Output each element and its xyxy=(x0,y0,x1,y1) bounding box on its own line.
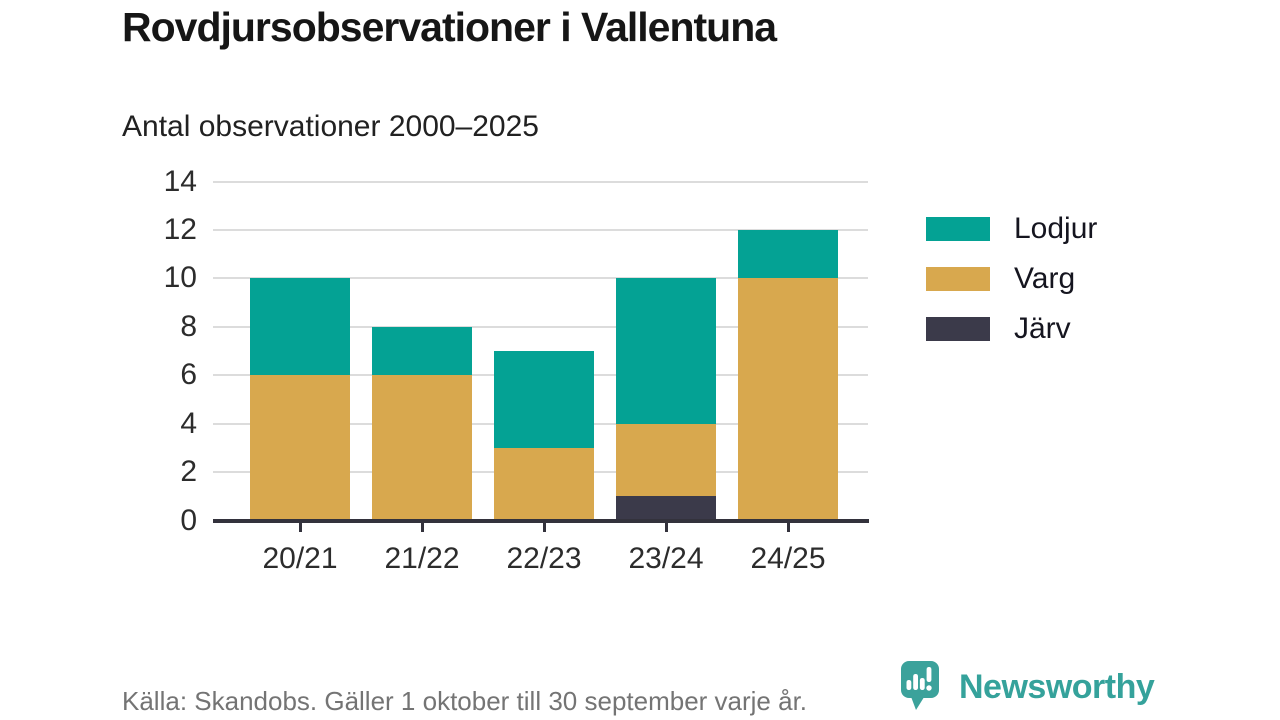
gridline xyxy=(213,277,868,280)
bar-segment-lodjur-23/24 xyxy=(616,278,716,424)
newsworthy-brand: Newsworthy xyxy=(901,661,1155,713)
y-axis-tick-label: 6 xyxy=(180,358,197,392)
y-axis-tick-label: 10 xyxy=(163,261,197,295)
x-axis-tick-label: 20/21 xyxy=(262,542,338,575)
x-axis-tick xyxy=(664,521,668,532)
newsworthy-logo-icon xyxy=(901,661,939,710)
gridline xyxy=(213,325,868,328)
y-axis-tick-label: 2 xyxy=(180,455,197,489)
bar-segment-varg-24/25 xyxy=(738,278,838,521)
y-axis-tick-label: 0 xyxy=(180,503,197,537)
y-axis-tick-label: 14 xyxy=(163,164,197,198)
x-axis-tick-label: 23/24 xyxy=(628,542,704,575)
x-axis-tick xyxy=(786,521,790,532)
legend: Lodjur Varg Järv xyxy=(926,214,1097,364)
y-axis-tick-label: 8 xyxy=(180,309,197,343)
legend-item-järv: Järv xyxy=(926,314,1097,344)
y-axis-tick-label: 12 xyxy=(163,212,197,246)
bar-segment-lodjur-21/22 xyxy=(372,326,472,376)
chart-subtitle: Antal observationer 2000–2025 xyxy=(122,110,539,143)
x-axis-tick xyxy=(420,521,424,532)
legend-label: Lodjur xyxy=(1014,212,1098,245)
gridline xyxy=(213,180,868,183)
x-axis-tick-label: 24/25 xyxy=(750,542,826,575)
legend-swatch-varg xyxy=(926,267,990,291)
legend-swatch-järv xyxy=(926,317,990,341)
x-axis-tick-label: 22/23 xyxy=(506,542,582,575)
bar-segment-järv-23/24 xyxy=(616,496,716,521)
newsworthy-wordmark: Newsworthy xyxy=(959,668,1155,706)
x-axis-tick-label: 21/22 xyxy=(384,542,460,575)
bar-segment-lodjur-20/21 xyxy=(250,278,350,376)
gridline xyxy=(213,228,868,231)
bar-segment-varg-23/24 xyxy=(616,423,716,497)
legend-swatch-lodjur xyxy=(926,217,990,241)
x-axis-line xyxy=(213,519,869,523)
bar-segment-lodjur-24/25 xyxy=(738,229,838,279)
bar-segment-lodjur-22/23 xyxy=(494,351,594,448)
y-axis-tick-label: 4 xyxy=(180,406,197,440)
bar-segment-varg-21/22 xyxy=(372,375,472,521)
legend-label: Varg xyxy=(1014,262,1076,295)
legend-item-varg: Varg xyxy=(926,264,1097,294)
legend-label: Järv xyxy=(1014,312,1071,345)
x-axis-tick xyxy=(542,521,546,532)
chart-title: Rovdjursobservationer i Vallentuna xyxy=(122,4,777,50)
bar-segment-varg-22/23 xyxy=(494,447,594,521)
bar-segment-varg-20/21 xyxy=(250,375,350,521)
legend-item-lodjur: Lodjur xyxy=(926,214,1097,244)
x-axis-tick xyxy=(298,521,302,532)
source-note: Källa: Skandobs. Gäller 1 oktober till 3… xyxy=(122,686,808,716)
